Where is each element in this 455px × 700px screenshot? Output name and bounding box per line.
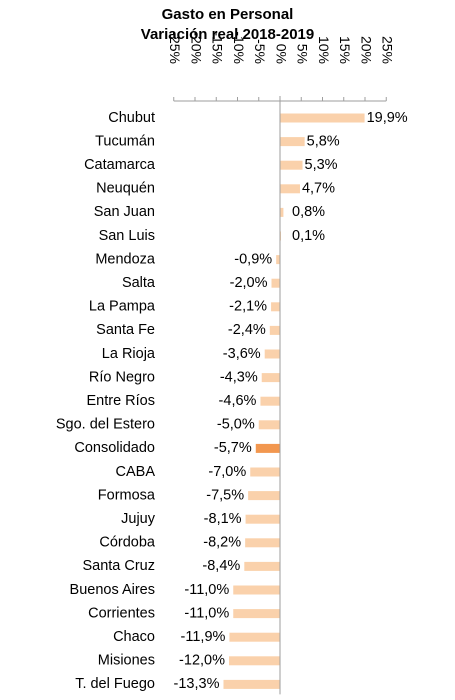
- category-label: Misiones: [98, 653, 155, 669]
- value-label: -2,1%: [229, 299, 267, 315]
- bar: [258, 420, 280, 430]
- value-label: 5,8%: [307, 133, 340, 149]
- bar: [280, 184, 300, 194]
- bar: [250, 467, 280, 477]
- category-label: Consolidado: [74, 440, 155, 456]
- category-label: La Rioja: [102, 346, 156, 362]
- category-label: Entre Ríos: [87, 393, 156, 409]
- bar: [245, 538, 280, 548]
- value-label: 5,3%: [305, 157, 338, 173]
- bar: [280, 207, 284, 217]
- x-tick-label: 25%: [380, 36, 396, 64]
- value-label: 4,7%: [302, 181, 335, 197]
- value-label: -5,7%: [214, 440, 252, 456]
- bar: [280, 160, 303, 170]
- chart-subtitle: Variación real 2018-2019: [140, 26, 315, 43]
- x-tick-label: -15%: [210, 31, 226, 64]
- bar: [229, 656, 280, 666]
- bar: [276, 255, 280, 265]
- value-label: -11,9%: [181, 629, 226, 645]
- x-tick-label: -10%: [231, 31, 247, 64]
- value-label: -2,0%: [230, 275, 268, 291]
- bar: [260, 396, 280, 406]
- value-label: -11,0%: [184, 605, 229, 621]
- value-label: -8,4%: [202, 558, 240, 574]
- category-label: Chubut: [108, 110, 155, 126]
- value-label: -12,0%: [179, 653, 225, 669]
- x-tick-label: 10%: [316, 36, 332, 64]
- category-label: Corrientes: [88, 605, 155, 621]
- bar: [271, 278, 280, 288]
- x-tick-label: -20%: [188, 31, 204, 64]
- value-label: -3,6%: [223, 346, 261, 362]
- value-label: 0,8%: [292, 204, 325, 220]
- chart-title: Gasto en Personal: [161, 6, 294, 23]
- x-tick-label: -25%: [167, 31, 183, 64]
- category-label: San Juan: [94, 204, 155, 220]
- value-label: 0,1%: [292, 228, 325, 244]
- category-label: Sgo. del Estero: [56, 417, 155, 433]
- category-label: Jujuy: [121, 511, 156, 527]
- category-label: Santa Fe: [96, 322, 155, 338]
- value-label: -11,0%: [184, 582, 229, 598]
- value-label: -8,2%: [203, 535, 241, 551]
- value-label: -4,3%: [220, 369, 258, 385]
- category-label: Salta: [122, 275, 156, 291]
- value-label: 19,9%: [367, 110, 408, 126]
- bar: [248, 491, 280, 501]
- category-label: San Luis: [99, 228, 155, 244]
- category-label: T. del Fuego: [75, 676, 155, 692]
- category-label: Neuquén: [96, 181, 155, 197]
- category-label: CABA: [116, 464, 156, 480]
- bar: [233, 609, 280, 619]
- x-tick-label: 20%: [358, 36, 374, 64]
- bar: [269, 325, 280, 335]
- x-tick-label: -5%: [252, 39, 268, 64]
- bar: [233, 585, 280, 595]
- value-label: -5,0%: [217, 417, 255, 433]
- bar: [280, 137, 305, 147]
- category-label: Formosa: [98, 487, 156, 503]
- bar: [245, 514, 280, 524]
- bar: [261, 373, 280, 383]
- category-label: Tucumán: [95, 133, 155, 149]
- category-label: Chaco: [113, 629, 155, 645]
- x-tick-label: 15%: [337, 36, 353, 64]
- category-label: Mendoza: [95, 251, 156, 267]
- value-label: -0,9%: [234, 251, 272, 267]
- category-label: Buenos Aires: [70, 582, 155, 598]
- bar: [229, 632, 280, 642]
- bar: [244, 561, 280, 571]
- value-label: -7,5%: [206, 487, 244, 503]
- x-tick-label: 5%: [295, 44, 311, 64]
- value-label: -2,4%: [228, 322, 266, 338]
- bar: [264, 349, 280, 359]
- category-label: Santa Cruz: [82, 558, 155, 574]
- category-label: Río Negro: [89, 369, 155, 385]
- value-label: -13,3%: [174, 676, 220, 692]
- category-label: Córdoba: [99, 535, 156, 551]
- bar: [271, 302, 280, 312]
- category-label: Catamarca: [84, 157, 156, 173]
- value-label: -7,0%: [208, 464, 246, 480]
- bar: [255, 443, 280, 453]
- bar: [280, 113, 365, 123]
- value-label: -4,6%: [219, 393, 257, 409]
- category-label: La Pampa: [89, 299, 156, 315]
- bar: [223, 679, 280, 689]
- x-tick-label: 0%: [273, 44, 289, 64]
- value-label: -8,1%: [204, 511, 242, 527]
